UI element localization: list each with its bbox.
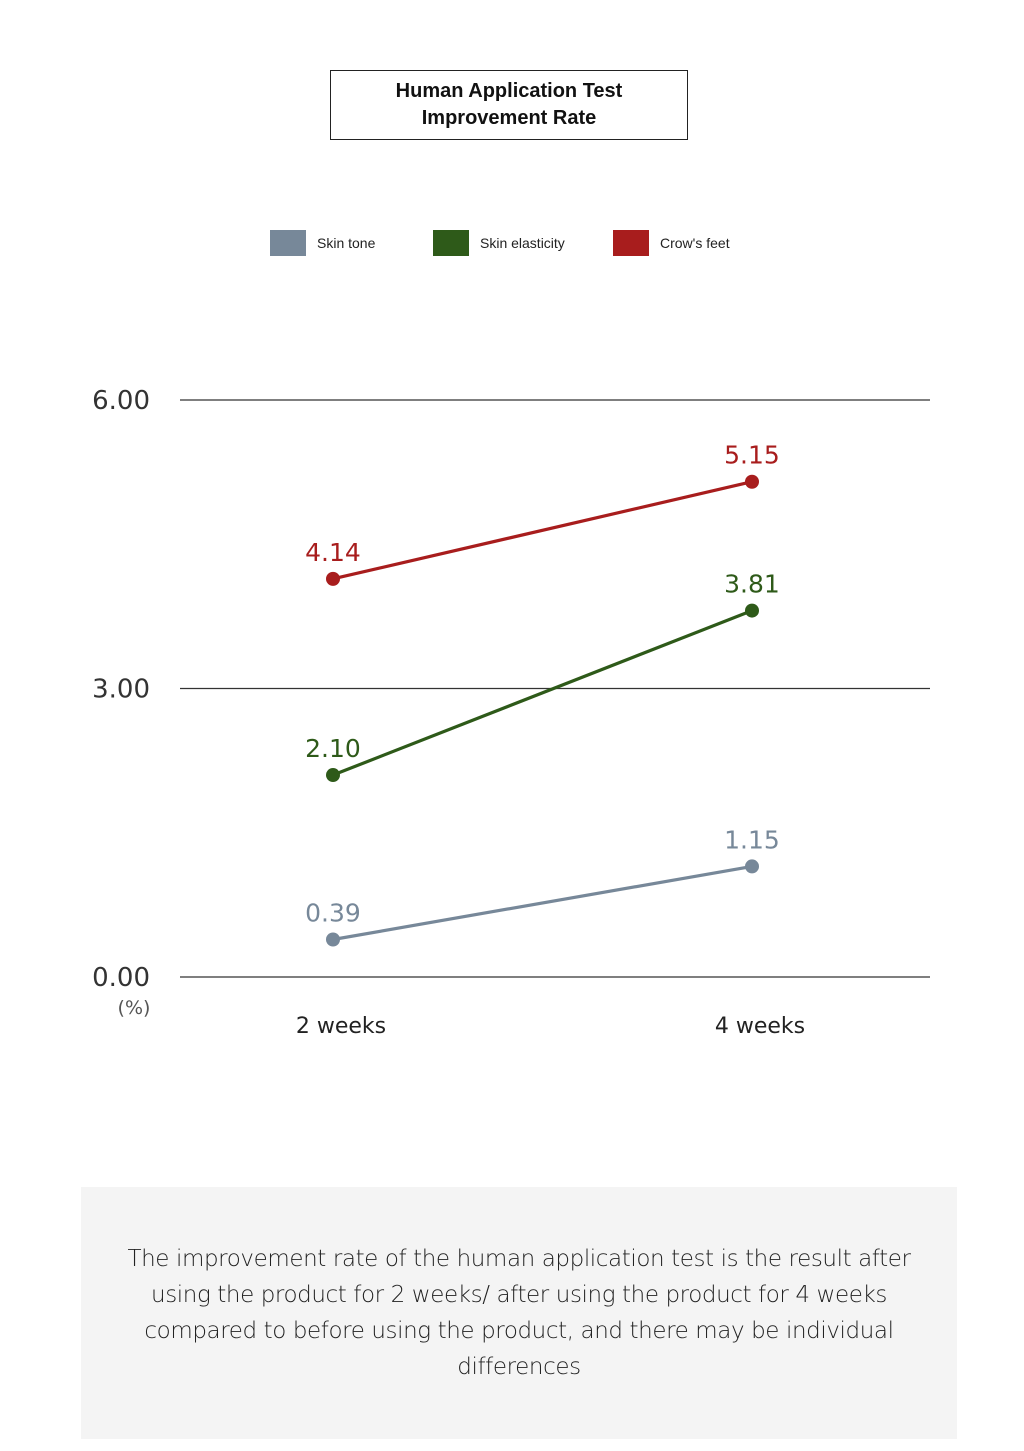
data-point-crow-s-feet <box>745 474 759 489</box>
series-line-skin-tone <box>332 864 753 942</box>
legend-item-skin-elasticity: Skin elasticity <box>433 230 565 256</box>
y-tick-label: 3.00 <box>92 675 150 705</box>
chart-title-box: Human Application Test Improvement Rate <box>330 70 688 140</box>
y-tick-label: 0.00 <box>92 963 150 993</box>
data-label-skin-elasticity: 3.81 <box>724 570 780 599</box>
legend-swatch-skin-elasticity <box>433 230 469 256</box>
chart-subtitle: Improvement Rate <box>421 107 597 129</box>
legend-label-skin-elasticity: Skin elasticity <box>480 235 565 251</box>
data-label-crow-s-feet: 4.14 <box>305 538 361 567</box>
data-label-skin-tone: 1.15 <box>724 825 780 854</box>
legend-label-crows-feet: Crow's feet <box>660 235 730 251</box>
series-line-crow-s-feet <box>332 480 753 581</box>
chart-title: Human Application Test <box>395 80 623 102</box>
y-unit-label: (%) <box>118 997 151 1019</box>
footnote-box: The improvement rate of the human applic… <box>81 1187 957 1439</box>
legend-item-crows-feet: Crow's feet <box>613 230 730 256</box>
legend-item-skin-tone: Skin tone <box>270 230 375 256</box>
legend-label-skin-tone: Skin tone <box>317 235 376 251</box>
legend-swatch-crows-feet <box>613 230 649 256</box>
data-point-skin-elasticity <box>745 603 759 618</box>
footnote-text: The improvement rate of the human applic… <box>127 1246 911 1380</box>
data-label-skin-tone: 0.39 <box>305 898 361 927</box>
line-chart: 6.00 3.00 0.00 (%) 2 weeks 4 weeks 0.39 1.15 2.1… <box>92 386 930 1039</box>
data-label-skin-elasticity: 2.10 <box>305 734 361 763</box>
series-line-skin-elasticity <box>332 609 753 777</box>
y-tick-label: 6.00 <box>92 386 150 416</box>
legend-swatch-skin-tone <box>270 230 306 256</box>
x-tick-label: 4 weeks <box>715 1014 805 1039</box>
data-point-crow-s-feet <box>326 571 340 586</box>
data-point-skin-tone <box>745 859 759 874</box>
chart-legend: Skin tone Skin elasticity Crow's feet <box>0 230 1024 258</box>
data-point-skin-tone <box>326 932 340 947</box>
x-tick-label: 2 weeks <box>296 1014 386 1039</box>
data-label-crow-s-feet: 5.15 <box>724 441 780 470</box>
data-point-skin-elasticity <box>326 768 340 783</box>
